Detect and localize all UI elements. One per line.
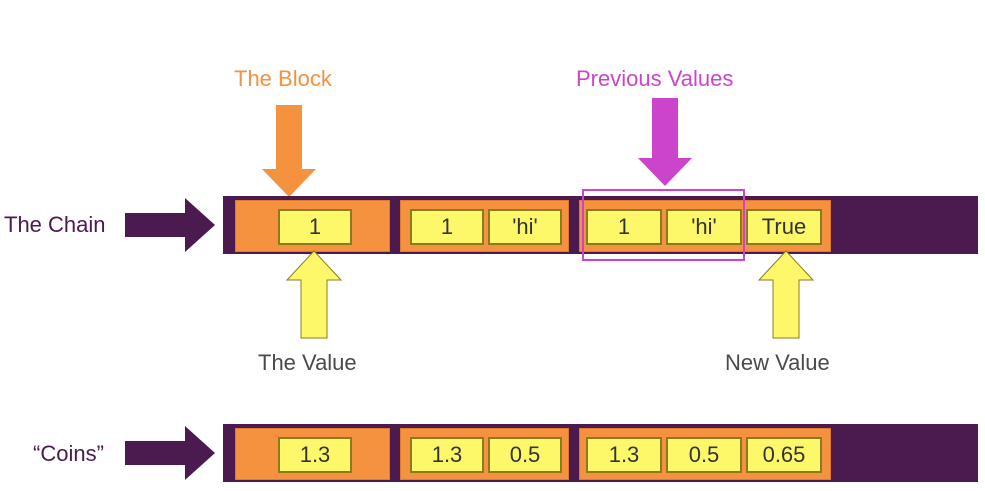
the-value-label: The Value [258, 350, 357, 375]
coin-value-cell: 1.3 [278, 437, 352, 473]
block-2: 1 'hi' [400, 200, 569, 252]
coin-value-cell: 0.65 [746, 437, 822, 473]
value-cell: 'hi' [488, 209, 562, 245]
new-value-label: New Value [725, 350, 830, 375]
new-value-up-arrow-icon [757, 250, 815, 339]
the-chain-label: The Chain [4, 212, 106, 237]
value-cell: 1 [586, 209, 662, 245]
previous-values-label: Previous Values [576, 66, 734, 91]
coins-right-arrow-icon [125, 426, 215, 480]
top-chain-bar: 1 1 'hi' 1 'hi' True [223, 196, 978, 254]
value-cell: 1 [278, 209, 352, 245]
coin-block-1: 1.3 [235, 428, 390, 480]
value-cell: 'hi' [666, 209, 742, 245]
coin-value-cell: 0.5 [488, 437, 562, 473]
previous-values-highlight [582, 189, 745, 261]
previous-values-down-arrow-icon [638, 98, 692, 186]
coin-value-cell: 1.3 [586, 437, 662, 473]
value-up-arrow-icon [285, 250, 343, 339]
coin-block-2: 1.3 0.5 [400, 428, 569, 480]
coin-block-3: 1.3 0.5 0.65 [579, 428, 831, 480]
coin-value-cell: 1.3 [410, 437, 484, 473]
block-down-arrow-icon [262, 105, 316, 197]
new-value-cell: True [746, 209, 822, 245]
coins-chain-bar: 1.3 1.3 0.5 1.3 0.5 0.65 [223, 424, 978, 482]
the-block-label: The Block [234, 66, 332, 91]
chain-right-arrow-icon [125, 198, 215, 252]
coin-value-cell: 0.5 [666, 437, 742, 473]
block-3: 1 'hi' True [579, 200, 831, 252]
block-1: 1 [235, 200, 390, 252]
coins-label: “Coins” [33, 441, 104, 466]
value-cell: 1 [410, 209, 484, 245]
